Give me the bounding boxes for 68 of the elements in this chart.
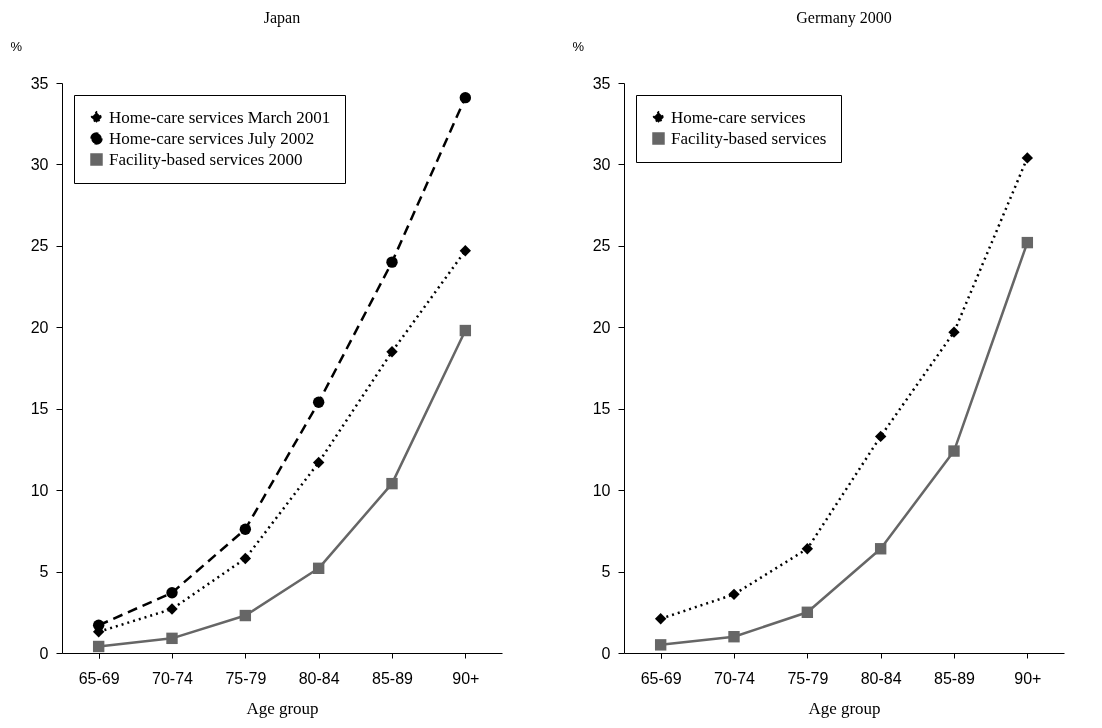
point [92,640,105,653]
x-tick-label: 70-74 [152,669,194,687]
point [239,609,252,622]
point [728,588,740,601]
y-axis-title: % [10,38,23,54]
y-axis-title: % [572,38,585,54]
legend-label: Home-care services March 2001 [109,107,331,127]
y-tick-label: 0 [601,644,611,662]
legend-label: Home-care services July 2002 [109,128,315,148]
point [801,606,814,618]
y-tick-label: 15 [30,400,49,418]
point [459,91,472,104]
x-axis-title: Age group [808,698,881,718]
y-tick-label: 0 [39,644,49,662]
point [1021,236,1034,249]
y-tick-label: 30 [592,155,611,173]
point [386,477,398,490]
chart-title: Germany 2000 [796,9,892,27]
point [459,324,472,337]
point [654,613,667,625]
legend-label: Home-care services [671,107,806,127]
y-tick-label: 35 [30,74,49,92]
point [948,326,960,338]
x-tick-label: 65-69 [640,669,682,687]
legend-label: Facility-based services [671,128,827,148]
y-tick-label: 5 [39,563,49,581]
y-tick-label: 25 [30,237,49,255]
x-tick-label: 85-89 [934,669,976,687]
x-axis-title: Age group [246,698,319,718]
point [312,456,325,469]
point [874,430,887,443]
point [312,396,325,408]
x-tick-label: 80-84 [298,669,340,687]
point [386,346,398,358]
point [166,603,178,615]
x-tick-label: 75-79 [225,669,267,687]
y-tick-label: 20 [592,318,611,336]
x-tick-label: 85-89 [372,669,414,687]
point [728,631,740,643]
chart-title: Japan [263,9,301,27]
x-tick-label: 75-79 [787,669,829,687]
legend-label: Facility-based services 2000 [109,149,303,169]
point [312,562,325,575]
x-tick-label: 80-84 [860,669,902,687]
y-tick-label: 5 [601,563,611,581]
point [459,245,472,257]
point [654,639,667,651]
point [801,543,814,555]
y-tick-label: 15 [592,400,611,418]
point [874,543,887,555]
point [239,523,252,535]
point [1021,152,1034,164]
y-tick-label: 35 [592,74,611,92]
point [92,619,105,631]
x-tick-label: 65-69 [78,669,120,687]
point [948,445,960,457]
x-tick-label: 90+ [452,669,480,687]
y-tick-label: 10 [592,481,611,499]
x-tick-label: 70-74 [714,669,756,687]
point [386,256,398,268]
y-tick-label: 25 [592,237,611,255]
y-tick-label: 30 [30,155,49,173]
point [166,587,178,599]
y-tick-label: 10 [30,481,49,499]
point [239,552,252,565]
point [166,632,178,645]
x-tick-label: 90+ [1014,669,1042,687]
y-tick-label: 20 [30,318,49,336]
